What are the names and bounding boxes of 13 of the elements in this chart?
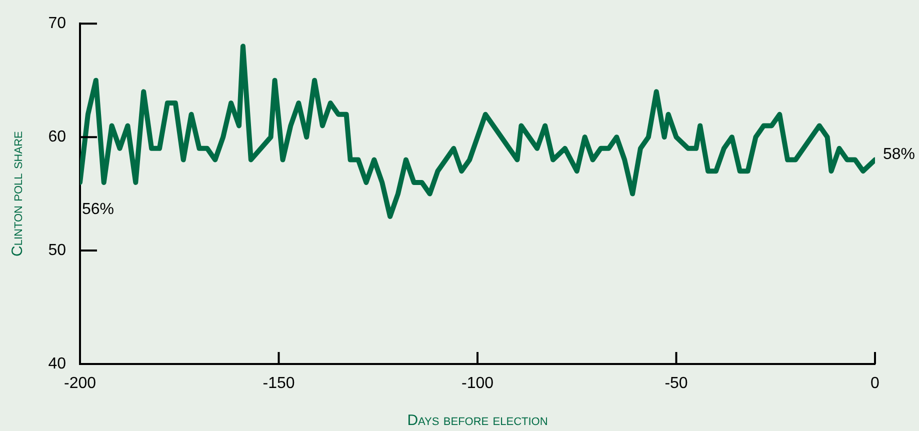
x-tick-label: 0 <box>870 375 880 392</box>
y-tick-label: 40 <box>48 355 66 372</box>
y-tick-label: 60 <box>48 128 66 146</box>
y-axis-title: Clinton poll share <box>9 131 26 256</box>
x-axis-title: Days before election <box>407 412 548 430</box>
y-tick-label: 50 <box>48 242 66 259</box>
x-tick-label: -200 <box>64 375 96 392</box>
x-tick-label: -100 <box>461 375 494 392</box>
annotation: 58% <box>883 146 916 164</box>
y-tick-label: 70 <box>48 15 66 32</box>
annotation: 56% <box>82 200 114 218</box>
x-tick-label: -50 <box>664 375 688 392</box>
x-tick-label: -150 <box>262 375 295 392</box>
